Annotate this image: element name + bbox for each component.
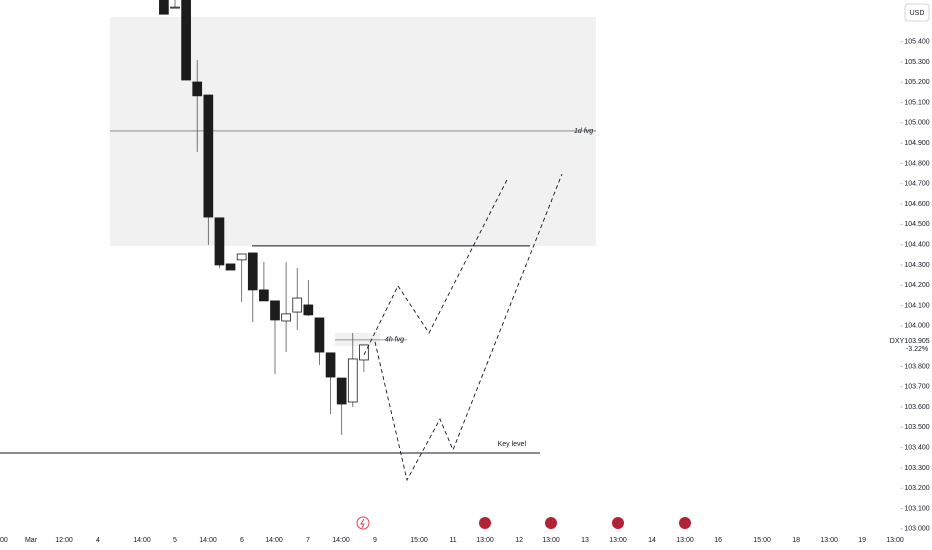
last-price: 103.905 [904,338,929,345]
x-tick-label: 14:00 [332,537,350,544]
x-tick-label: 7 [306,537,310,544]
event-icon[interactable] [479,517,491,529]
y-tick-label: 104.100 [904,302,929,309]
fvg-zone [335,332,380,346]
candle-body [159,0,169,15]
event-icons [356,516,691,530]
candle-body [225,263,236,271]
candle-body [236,253,247,261]
x-tick-label: 19 [858,537,866,544]
candle-body [303,304,314,316]
x-tick-label: 11 [449,537,456,544]
candle-body [259,289,269,302]
y-tick-label: 103.300 [904,465,929,472]
candle-body [170,6,180,9]
candle-body [247,252,258,291]
y-tick-label: 104.400 [904,241,929,248]
x-tick-label: 13:00 [542,537,560,544]
candle-body [292,297,303,313]
x-tick-label: 14:00 [265,537,283,544]
y-tick-label: 103.100 [904,505,929,512]
plot-area: 1d fvg 4h fvg Key level [0,0,597,482]
y-tick-label: 104.900 [904,140,929,147]
y-tick-label: 104.200 [904,282,929,289]
x-tick-label: 18 [792,537,800,544]
y-tick-label: 103.200 [904,485,929,492]
candle-body [314,317,325,353]
axes: 103.000 103.100 103.200 103.300 103.400 103.5… [0,38,930,543]
x-tick-label: 9 [373,537,377,544]
x-tick-label: 12:00 [55,537,73,544]
fvg-label: 4h fvg [385,337,404,344]
y-tick-label: 104.500 [904,221,929,228]
y-tick-label: 103.400 [904,445,929,452]
y-tick-label: 104.700 [904,181,929,188]
y-tick-label: 103.800 [904,363,929,370]
y-tick-label: 103.700 [904,384,929,391]
y-tick-label: 105.300 [904,59,929,66]
y-tick-label: 103.600 [904,404,929,411]
change-label: -3.22% [906,346,928,353]
x-tick-label: 15:00 [410,537,428,544]
projection-path [363,177,509,356]
x-tick-label: 14:00 [199,537,217,544]
y-tick-label: 105.400 [904,38,929,45]
candle-body [325,352,336,378]
candle-body [281,313,291,322]
currency: USD [910,10,925,17]
candle-body [192,81,203,97]
x-tick-label: 14 [648,537,656,544]
x-tick-label: 14:00 [133,537,151,544]
x-tick-label: 5 [173,537,177,544]
y-tick-label: 103.000 [904,526,929,533]
y-tick-label: 103.500 [904,424,929,431]
currency-badge[interactable] [904,3,930,22]
candle-body [181,0,191,81]
event-icon[interactable] [679,517,691,529]
y-tick-label: 105.000 [904,120,929,127]
y-tick-label: 104.600 [904,201,929,208]
event-icon[interactable] [612,517,624,529]
fvg-zone [110,16,597,246]
y-tick-label: 105.200 [904,79,929,86]
x-tick-label: 13:00 [676,537,694,544]
x-tick-label: 15:00 [753,537,771,544]
candle-body [347,358,358,403]
candle-body [336,377,347,405]
y-tick-label: 104.000 [904,323,929,330]
level-label: Key level [498,441,527,448]
x-tick-label: 13:00 [609,537,627,544]
y-tick-label: 105.100 [904,99,929,106]
x-tick-label: 00 [0,537,8,544]
x-tick-label: 4 [96,537,100,544]
y-tick-label: 104.800 [904,160,929,167]
x-tick-label: 13:00 [886,537,904,544]
candle-body [270,300,280,321]
candle-body [359,344,369,361]
x-tick-label: 6 [240,537,244,544]
event-icon-bolt [360,518,365,529]
symbol-label: DXY [890,338,905,345]
candle-body [203,94,214,218]
candle-body [214,217,225,266]
x-tick-label: 13:00 [820,537,838,544]
projection-path [374,173,563,482]
x-tick-label: 13:00 [476,537,494,544]
x-tick-label: Mar [25,537,38,544]
x-tick-label: 13 [581,537,589,544]
event-icon[interactable] [545,517,557,529]
x-tick-label: 16 [714,537,722,544]
fvg-label: 1d fvg [574,128,593,135]
event-icon[interactable] [356,516,370,530]
x-tick-label: 12 [515,537,523,544]
y-tick-label: 104.300 [904,262,929,269]
